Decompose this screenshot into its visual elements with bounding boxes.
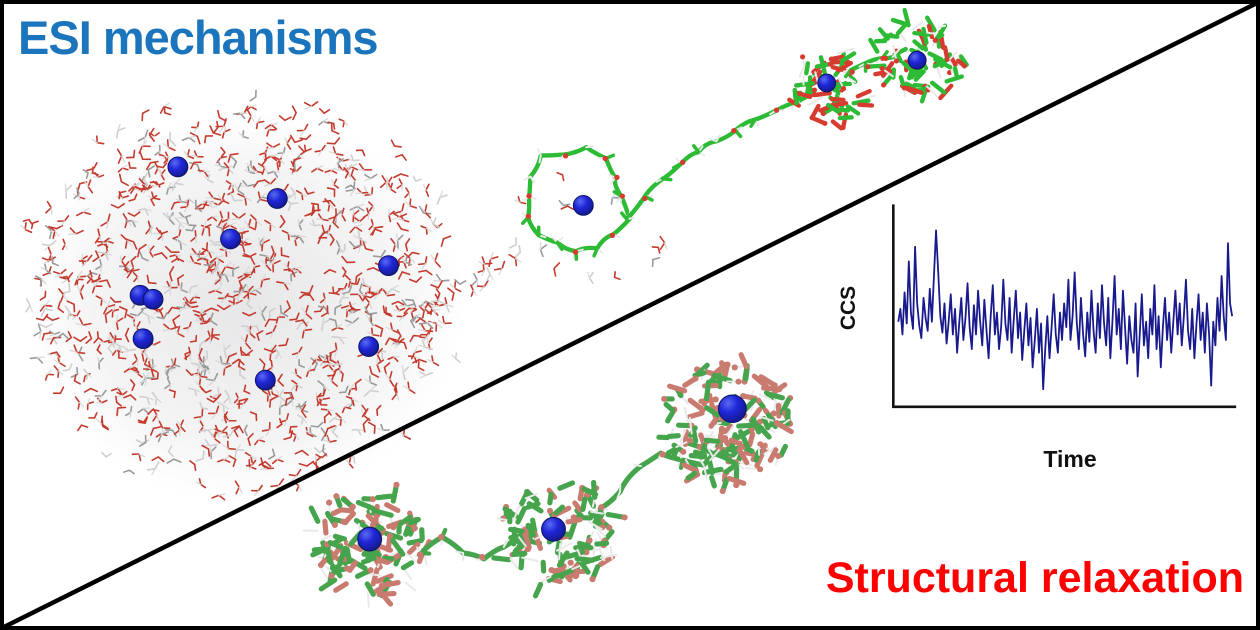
sodium-ion <box>907 50 927 70</box>
ccs-trace <box>897 229 1234 391</box>
sodium-ion <box>572 195 594 216</box>
sodium-ion <box>357 526 383 552</box>
sodium-ion <box>167 156 189 178</box>
divider-line <box>4 4 1256 626</box>
droplet-ions <box>129 156 399 391</box>
compact-polymer <box>302 352 794 608</box>
sodium-ion <box>717 394 747 424</box>
extended-polymer <box>520 7 969 261</box>
sodium-ion <box>541 516 566 542</box>
esi-mechanisms-title: ESI mechanisms <box>18 11 379 64</box>
sodium-ion <box>132 328 154 350</box>
sodium-ion <box>266 188 288 209</box>
sodium-ion <box>220 228 241 250</box>
sodium-ion <box>254 369 276 391</box>
plot-axes <box>892 204 1237 409</box>
sodium-ion <box>142 288 164 310</box>
sodium-ion <box>378 255 399 277</box>
sodium-ion <box>358 336 380 357</box>
water-spray <box>390 171 668 346</box>
structural-relaxation-title: Structural relaxation <box>825 554 1244 602</box>
sodium-ion <box>817 73 837 93</box>
ccs-axis-label: CCS <box>837 285 860 331</box>
time-axis-label: Time <box>1043 446 1097 472</box>
molecular-scene <box>4 4 1256 626</box>
ccs-time-plot <box>892 204 1237 409</box>
